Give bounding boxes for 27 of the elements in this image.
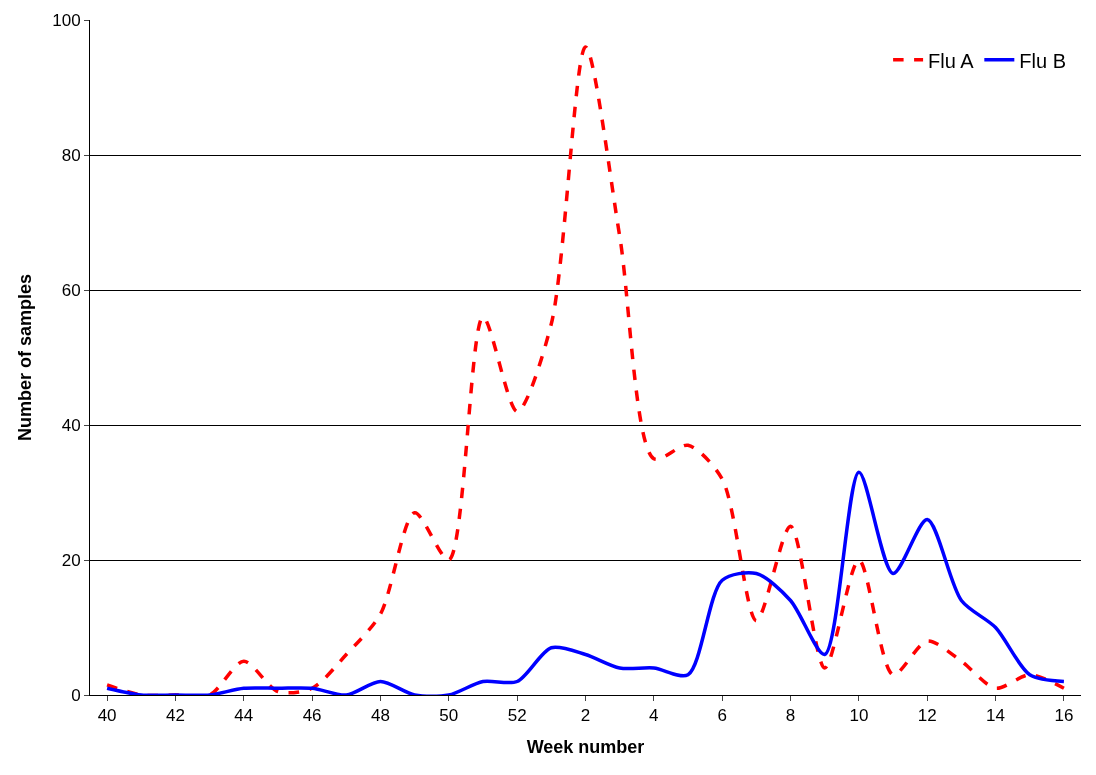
y-tick-label: 60 bbox=[61, 280, 81, 300]
x-tick-label: 14 bbox=[986, 706, 1006, 726]
y-tick-label: 80 bbox=[61, 145, 81, 165]
x-tick-label: 44 bbox=[234, 706, 254, 726]
x-tick-label: 52 bbox=[507, 706, 527, 726]
x-tick-label: 8 bbox=[785, 706, 796, 726]
x-tick-label: 2 bbox=[580, 706, 591, 726]
x-tick-label: 42 bbox=[165, 706, 185, 726]
x-tick-label: 50 bbox=[439, 706, 459, 726]
x-axis-title: Week number bbox=[526, 736, 645, 757]
y-tick-label: 100 bbox=[52, 10, 81, 30]
x-tick-label: 46 bbox=[302, 706, 322, 726]
x-tick-label: 16 bbox=[1054, 706, 1074, 726]
x-tick-label: 12 bbox=[917, 706, 937, 726]
line-series bbox=[105, 470, 1066, 695]
line-series bbox=[105, 45, 1066, 695]
x-tick-label: 4 bbox=[649, 706, 659, 726]
x-tick-label: 40 bbox=[97, 706, 117, 726]
y-tick-label: 20 bbox=[61, 550, 81, 570]
x-tick-label: 6 bbox=[717, 706, 727, 726]
y-axis-title: Number of samples bbox=[15, 273, 36, 442]
x-tick-label: 10 bbox=[849, 706, 869, 726]
y-tick-label: 0 bbox=[71, 685, 81, 705]
x-tick-label: 48 bbox=[371, 706, 390, 726]
y-tick-label: 40 bbox=[61, 415, 81, 435]
legend-label: Flu A bbox=[928, 49, 975, 72]
legend-label: Flu B bbox=[1019, 49, 1067, 72]
